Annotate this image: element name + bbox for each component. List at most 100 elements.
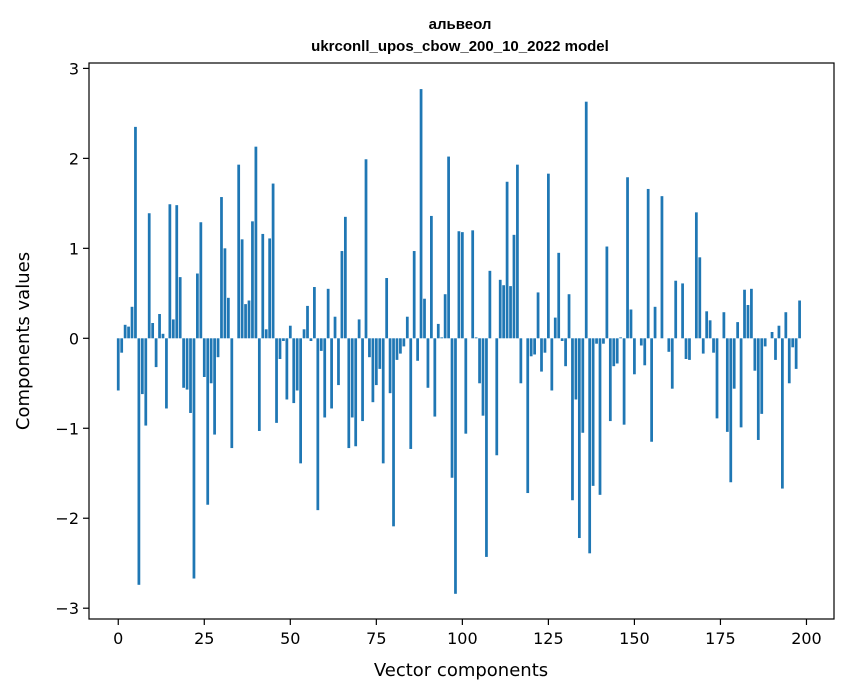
bar — [746, 305, 750, 339]
bar — [206, 338, 210, 505]
bar — [650, 338, 653, 442]
bar — [481, 338, 485, 416]
bar — [268, 238, 272, 339]
bar — [688, 338, 691, 360]
bar — [543, 338, 547, 353]
bar — [581, 338, 585, 433]
bar — [660, 196, 664, 339]
bar — [381, 338, 385, 464]
bar — [196, 273, 199, 339]
bar — [653, 306, 657, 339]
bar — [605, 246, 609, 339]
bar — [395, 338, 399, 360]
bar — [708, 320, 712, 339]
x-tick-label: 200 — [791, 629, 822, 648]
bar — [137, 338, 141, 585]
bar — [419, 89, 423, 339]
y-axis-ticks: −3 −2 −1 0 1 2 3 — [55, 59, 89, 618]
bar — [646, 188, 650, 339]
bar — [454, 338, 457, 594]
bar — [123, 324, 127, 339]
bar — [134, 126, 137, 339]
bar — [736, 322, 740, 339]
bar — [168, 204, 172, 339]
bar — [254, 146, 258, 339]
bar — [161, 333, 165, 339]
bar — [388, 338, 392, 394]
bar — [440, 337, 444, 339]
bar — [185, 338, 189, 390]
bar — [350, 338, 354, 418]
bar — [760, 338, 764, 414]
bar — [698, 257, 702, 339]
bar — [295, 338, 299, 391]
bar — [577, 338, 581, 539]
bar — [774, 338, 777, 360]
bar — [271, 183, 275, 339]
bar — [130, 306, 134, 339]
bar — [154, 338, 158, 368]
bar — [189, 338, 192, 413]
bar — [423, 298, 426, 339]
bar — [223, 248, 227, 339]
bar — [681, 283, 684, 339]
bar — [798, 300, 801, 339]
bar — [478, 338, 481, 384]
bar — [264, 329, 268, 339]
bar — [574, 338, 578, 400]
bar — [598, 338, 602, 495]
bar — [485, 338, 488, 557]
bar — [629, 309, 633, 339]
bar — [505, 181, 509, 339]
bar — [626, 177, 629, 339]
bar — [729, 338, 733, 483]
bar — [622, 338, 626, 425]
bar — [399, 338, 402, 354]
x-axis-label: Vector components — [374, 660, 548, 681]
bar — [694, 212, 698, 339]
bar — [756, 338, 760, 440]
bar — [781, 338, 784, 489]
x-tick-label: 175 — [705, 629, 736, 648]
bar — [282, 338, 285, 341]
y-tick-label: −2 — [55, 509, 79, 528]
bar — [722, 312, 726, 339]
bar — [684, 338, 688, 359]
bar — [750, 288, 753, 339]
bar — [247, 300, 251, 339]
bar — [509, 286, 512, 339]
bar — [564, 338, 567, 367]
bar — [550, 338, 554, 391]
bar — [116, 338, 120, 391]
bar — [753, 338, 757, 371]
bar — [612, 338, 616, 367]
bar — [364, 159, 368, 339]
x-tick-label: 100 — [447, 629, 478, 648]
bar — [450, 338, 454, 478]
bar — [226, 297, 230, 339]
bar — [674, 280, 678, 339]
bar — [354, 338, 358, 447]
bar — [343, 216, 347, 339]
bar — [705, 311, 709, 339]
bar — [368, 338, 371, 358]
y-tick-label: −3 — [55, 599, 79, 618]
bar — [158, 314, 161, 339]
bar — [402, 338, 406, 347]
bar — [392, 338, 395, 527]
bars-group — [116, 89, 801, 594]
chart-title: альвеол — [429, 16, 492, 33]
bar — [701, 338, 705, 354]
bar — [220, 197, 223, 339]
bar — [299, 338, 302, 464]
bar — [285, 338, 289, 400]
bar — [405, 316, 409, 339]
bar — [278, 338, 282, 359]
bar — [725, 338, 729, 432]
bar — [316, 338, 320, 511]
bar — [567, 294, 571, 339]
bar — [292, 338, 296, 404]
bar — [602, 338, 605, 344]
bar — [488, 270, 492, 339]
